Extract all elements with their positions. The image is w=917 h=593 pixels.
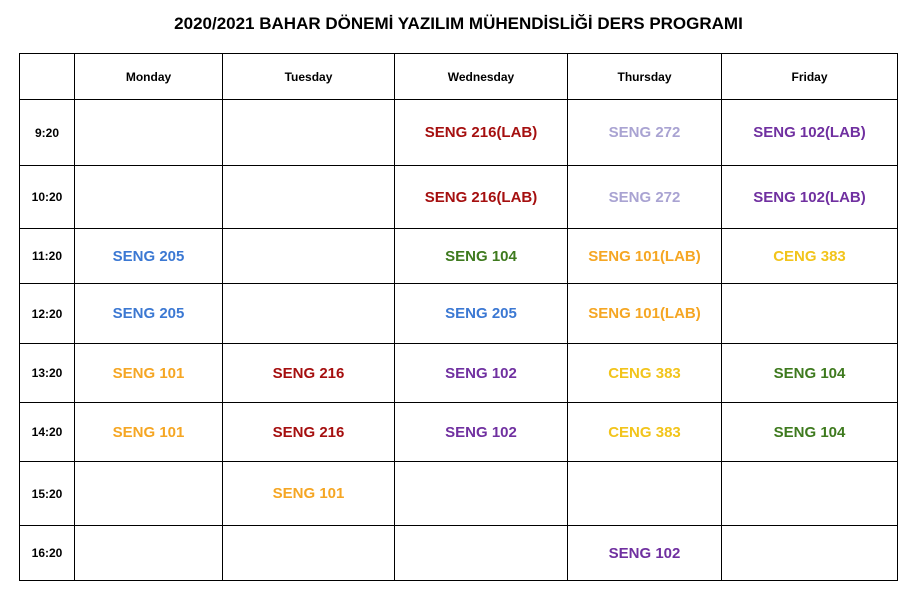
table-row: 9:20 SENG 216(LAB) SENG 272 SENG 102(LAB… bbox=[19, 99, 898, 166]
course-cell bbox=[394, 461, 568, 526]
course-cell bbox=[567, 461, 722, 526]
course-cell: SENG 104 bbox=[394, 228, 568, 284]
time-label: 11:20 bbox=[19, 228, 75, 284]
course-cell bbox=[222, 525, 395, 581]
course-cell: SENG 101 bbox=[74, 402, 223, 462]
course-cell: SENG 101(LAB) bbox=[567, 283, 722, 344]
course-cell: CENG 383 bbox=[567, 402, 722, 462]
table-row: 13:20 SENG 101 SENG 216 SENG 102 CENG 38… bbox=[19, 343, 898, 403]
page-title: 2020/2021 BAHAR DÖNEMİ YAZILIM MÜHENDİSL… bbox=[174, 14, 743, 33]
course-cell: SENG 216(LAB) bbox=[394, 99, 568, 166]
course-cell: SENG 102 bbox=[394, 402, 568, 462]
course-cell bbox=[74, 461, 223, 526]
time-label: 13:20 bbox=[19, 343, 75, 403]
time-label: 10:20 bbox=[19, 165, 75, 229]
course-cell bbox=[222, 99, 395, 166]
course-cell: SENG 205 bbox=[74, 228, 223, 284]
course-cell: SENG 205 bbox=[394, 283, 568, 344]
course-cell: CENG 383 bbox=[567, 343, 722, 403]
course-cell: SENG 101 bbox=[222, 461, 395, 526]
course-cell: SENG 272 bbox=[567, 99, 722, 166]
course-cell: SENG 216(LAB) bbox=[394, 165, 568, 229]
table-row: 10:20 SENG 216(LAB) SENG 272 SENG 102(LA… bbox=[19, 165, 898, 229]
course-cell: SENG 102(LAB) bbox=[721, 99, 898, 166]
course-cell bbox=[222, 283, 395, 344]
course-cell: SENG 104 bbox=[721, 402, 898, 462]
course-cell bbox=[721, 525, 898, 581]
day-header-thursday: Thursday bbox=[567, 53, 722, 100]
course-cell: SENG 102 bbox=[567, 525, 722, 581]
course-cell: CENG 383 bbox=[721, 228, 898, 284]
table-row: 14:20 SENG 101 SENG 216 SENG 102 CENG 38… bbox=[19, 402, 898, 462]
course-cell: SENG 216 bbox=[222, 343, 395, 403]
day-header-monday: Monday bbox=[74, 53, 223, 100]
table-row: 11:20 SENG 205 SENG 104 SENG 101(LAB) CE… bbox=[19, 228, 898, 284]
course-cell: SENG 102(LAB) bbox=[721, 165, 898, 229]
course-cell bbox=[74, 165, 223, 229]
header-row: Monday Tuesday Wednesday Thursday Friday bbox=[19, 53, 898, 100]
schedule-table: Monday Tuesday Wednesday Thursday Friday… bbox=[19, 53, 898, 581]
course-cell: SENG 272 bbox=[567, 165, 722, 229]
course-cell bbox=[394, 525, 568, 581]
table-row: 12:20 SENG 205 SENG 205 SENG 101(LAB) bbox=[19, 283, 898, 344]
course-cell bbox=[74, 99, 223, 166]
time-label: 12:20 bbox=[19, 283, 75, 344]
time-label: 15:20 bbox=[19, 461, 75, 526]
course-cell: SENG 102 bbox=[394, 343, 568, 403]
table-row: 16:20 SENG 102 bbox=[19, 525, 898, 581]
course-cell: SENG 104 bbox=[721, 343, 898, 403]
course-cell: SENG 216 bbox=[222, 402, 395, 462]
day-header-wednesday: Wednesday bbox=[394, 53, 568, 100]
course-cell bbox=[721, 461, 898, 526]
day-header-tuesday: Tuesday bbox=[222, 53, 395, 100]
course-cell: SENG 101 bbox=[74, 343, 223, 403]
course-cell bbox=[74, 525, 223, 581]
course-cell bbox=[721, 283, 898, 344]
course-cell: SENG 205 bbox=[74, 283, 223, 344]
time-label: 9:20 bbox=[19, 99, 75, 166]
course-cell bbox=[222, 228, 395, 284]
corner-cell bbox=[19, 53, 75, 100]
time-label: 16:20 bbox=[19, 525, 75, 581]
table-row: 15:20 SENG 101 bbox=[19, 461, 898, 526]
time-label: 14:20 bbox=[19, 402, 75, 462]
course-cell bbox=[222, 165, 395, 229]
course-cell: SENG 101(LAB) bbox=[567, 228, 722, 284]
day-header-friday: Friday bbox=[721, 53, 898, 100]
